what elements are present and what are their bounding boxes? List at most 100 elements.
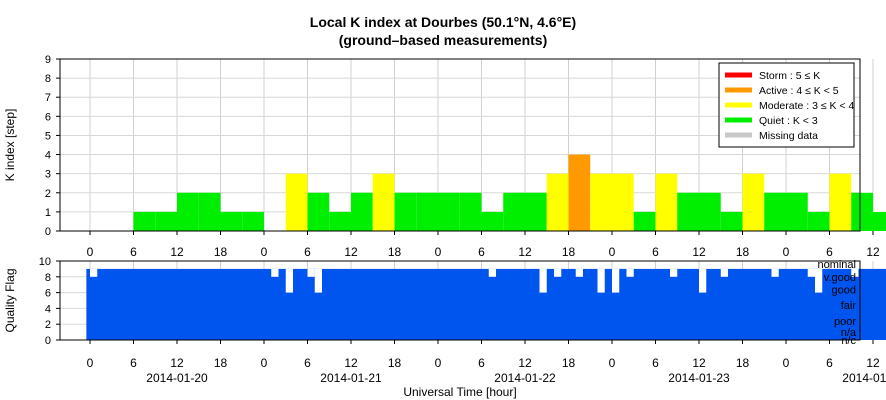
k-bar (742, 173, 765, 231)
legend-label: Missing data (759, 130, 818, 142)
k-xtick-label: 18 (388, 245, 402, 259)
quality-dip (575, 268, 583, 277)
k-bar (568, 154, 591, 231)
quality-level-label: v.good (824, 272, 856, 284)
q-xtick-label: 0 (261, 356, 268, 370)
quality-dip (612, 268, 620, 293)
k-bar (285, 173, 308, 231)
q-xtick-label: 12 (518, 356, 532, 370)
q-ytick-label: 4 (45, 303, 51, 315)
k-xtick-label: 12 (866, 245, 880, 259)
q-xtick-label: 6 (826, 356, 833, 370)
q-xtick-label: 6 (130, 356, 137, 370)
k-xtick-label: 18 (562, 245, 576, 259)
k-bar (416, 192, 438, 231)
k-bar (633, 211, 656, 231)
k-bar (546, 173, 569, 231)
quality-dip (815, 268, 823, 293)
k-ytick-label: 5 (45, 130, 51, 142)
k-bar (764, 192, 786, 231)
q-xtick-label: 18 (214, 356, 228, 370)
q-xtick-label: 18 (736, 356, 750, 370)
quality-dip (554, 268, 562, 277)
quality-level-label: good (832, 284, 856, 296)
q-xtick-label: 6 (478, 356, 485, 370)
quality-dip (670, 268, 678, 277)
k-xtick-label: 12 (518, 245, 532, 259)
quality-dip (851, 268, 859, 277)
q-ytick-label: 8 (45, 272, 51, 284)
k-bar (220, 211, 243, 231)
quality-dip (699, 268, 707, 293)
k-xtick-label: 12 (692, 245, 706, 259)
k-bar (155, 211, 177, 231)
q-xtick-label: 12 (866, 356, 880, 370)
quality-level-label: fair (841, 300, 857, 312)
date-label: 2014-01-23 (668, 371, 730, 385)
x-axis-label: Universal Time [hour] (403, 385, 516, 399)
k-bar (372, 173, 395, 231)
k-ytick-label: 9 (45, 54, 51, 66)
quality-level-label: nominal (817, 259, 856, 271)
k-bar (177, 192, 199, 231)
quality-area (86, 268, 886, 340)
k-xtick-label: 0 (261, 245, 268, 259)
quality-dip (90, 268, 98, 277)
k-bar (459, 192, 482, 231)
q-xtick-label: 0 (783, 356, 790, 370)
chart-subtitle: (ground–based measurements) (338, 32, 548, 48)
q-ytick-label: 0 (45, 335, 51, 347)
k-bar (198, 192, 221, 231)
quality-level-label: n/a (841, 327, 857, 339)
k-xtick-label: 0 (435, 245, 442, 259)
quality-dip (285, 268, 293, 293)
k-xtick-label: 18 (214, 245, 228, 259)
quality-dip (807, 268, 815, 277)
q-ytick-label: 6 (45, 288, 51, 300)
k-xtick-label: 0 (609, 245, 616, 259)
quality-dip (720, 268, 728, 277)
q-ytick-label: 2 (45, 319, 51, 331)
k-ytick-label: 6 (45, 111, 51, 123)
quality-dip (539, 268, 547, 293)
k-bar (133, 211, 156, 231)
k-bar (677, 192, 699, 231)
k-xtick-label: 6 (478, 245, 485, 259)
quality-level-label: n/c (841, 335, 856, 347)
date-label: 2014-01-20 (146, 371, 208, 385)
k-ytick-label: 8 (45, 73, 51, 85)
q-xtick-label: 12 (344, 356, 358, 370)
k-ytick-label: 3 (45, 169, 51, 181)
k-xtick-label: 0 (783, 245, 790, 259)
k-bar (612, 173, 634, 231)
q-xtick-label: 0 (609, 356, 616, 370)
k-bar (394, 192, 417, 231)
quality-level-label: poor (834, 316, 856, 328)
k-ytick-label: 7 (45, 92, 51, 104)
legend-label: Quiet : K < 3 (759, 115, 818, 127)
k-bar (699, 192, 721, 231)
quality-dip (314, 268, 322, 293)
q-xtick-label: 0 (435, 356, 442, 370)
k-bar (851, 192, 873, 231)
q-xtick-label: 18 (388, 356, 402, 370)
quality-dip (307, 268, 315, 277)
legend-label: Moderate : 3 ≤ K < 4 (759, 100, 855, 112)
q-ylabel: Quality Flag (3, 268, 17, 332)
k-bar (590, 173, 612, 231)
k-bar (438, 192, 460, 231)
k-xtick-label: 12 (344, 245, 358, 259)
k-bar (786, 192, 808, 231)
k-plot-frame (59, 58, 861, 232)
k-bar (525, 192, 547, 231)
legend-label: Storm : 5 ≤ K (759, 70, 820, 82)
q-xtick-label: 6 (304, 356, 311, 370)
k-bar (807, 211, 830, 231)
k-xtick-label: 0 (87, 245, 94, 259)
k-ytick-label: 4 (45, 150, 51, 162)
k-ylabel: K index [step] (3, 109, 17, 182)
q-xtick-label: 18 (562, 356, 576, 370)
quality-dip (271, 268, 279, 277)
